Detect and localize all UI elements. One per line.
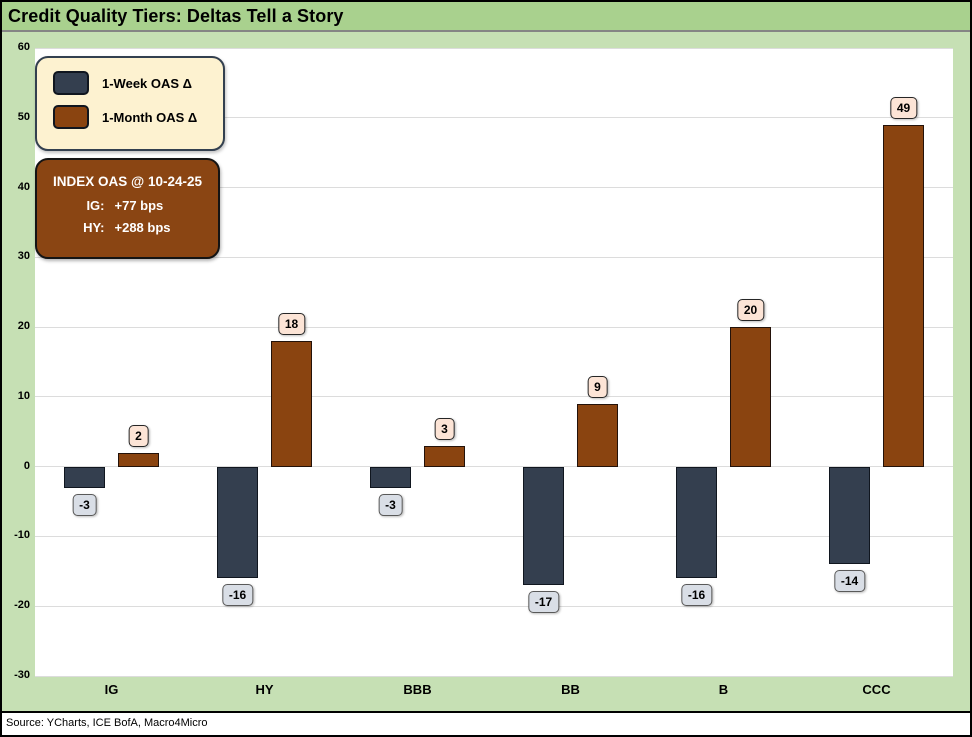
gridline [35, 326, 953, 328]
legend-item-month: 1-Month OAS Δ [53, 105, 223, 129]
bar-value-label: 49 [889, 96, 918, 119]
week-series-swatch [53, 71, 89, 95]
bar-CCC-month [883, 124, 924, 467]
index-oas-annotation: INDEX OAS @ 10-24-25 IG: +77 bps HY: +28… [35, 158, 220, 259]
x-category-label-CCC: CCC [862, 682, 891, 697]
bar-value-label: -16 [221, 584, 254, 607]
index-oas-row-hy: HY: +288 bps [37, 220, 218, 235]
x-category-label-BBB: BBB [403, 682, 432, 697]
bar-value-label: 9 [587, 375, 608, 398]
bar-B-month [730, 327, 771, 467]
y-tick-label: 20 [17, 320, 30, 333]
bar-value-label: -16 [680, 584, 713, 607]
bar-value-label: -3 [72, 493, 97, 516]
chart-canvas: -3 2 -16 18 -3 3 -17 9 -16 20 -14 49 60 50 40 30 20 10 0-… [2, 34, 970, 711]
y-tick-label: -20 [14, 599, 30, 612]
bar-BB-month [577, 403, 618, 467]
y-tick-label: 60 [17, 41, 30, 53]
bar-value-label: 3 [434, 417, 455, 440]
legend-label: 1-Month OAS Δ [102, 109, 198, 125]
gridline [35, 535, 953, 537]
y-tick-label: 10 [17, 389, 30, 402]
legend: 1-Week OAS Δ 1-Month OAS Δ [35, 56, 225, 151]
y-tick-label: 50 [17, 110, 30, 123]
bar-B-week [676, 466, 717, 579]
bar-BB-week [523, 466, 564, 586]
bar-BBB-week [370, 466, 411, 488]
x-category-label-B: B [718, 682, 729, 697]
index-oas-title: INDEX OAS @ 10-24-25 [53, 174, 202, 189]
ig-label: IG: [86, 198, 105, 213]
index-oas-row-ig: IG: +77 bps [37, 198, 218, 213]
y-tick-label: -30 [14, 669, 30, 681]
chart-title: Credit Quality Tiers: Deltas Tell a Stor… [2, 2, 970, 32]
ig-value: +77 bps [114, 198, 164, 213]
hy-label: HY: [83, 220, 105, 235]
gridline [35, 605, 953, 607]
gridline [35, 187, 953, 189]
y-tick-label: 30 [17, 250, 30, 263]
bar-HY-month [271, 341, 312, 467]
y-tick-label: 0 [23, 459, 30, 472]
bar-value-label: -14 [833, 570, 866, 593]
x-category-label-IG: IG [104, 682, 119, 697]
gridline [35, 256, 953, 258]
legend-label: 1-Week OAS Δ [102, 75, 193, 91]
y-tick-label: -10 [14, 529, 30, 542]
gridline [35, 675, 953, 677]
bar-value-label: 18 [277, 313, 306, 336]
gridline [35, 47, 953, 49]
gridline [35, 117, 953, 119]
gridline [35, 396, 953, 398]
bar-IG-week [64, 466, 105, 488]
bar-value-label: -17 [527, 591, 560, 614]
plot-area: -3 2 -16 18 -3 3 -17 9 -16 20 -14 49 [35, 47, 953, 677]
bar-value-label: 2 [128, 424, 149, 447]
bar-value-label: 20 [736, 299, 765, 322]
gridline [35, 466, 953, 468]
x-category-label-BB: BB [561, 682, 580, 697]
bar-value-label: -3 [378, 493, 403, 516]
month-series-swatch [53, 105, 89, 129]
bar-HY-week [217, 466, 258, 579]
x-category-label-HY: HY [255, 682, 274, 697]
source-note: Source: YCharts, ICE BofA, Macro4Micro [2, 711, 970, 735]
legend-item-week: 1-Week OAS Δ [53, 71, 223, 95]
bar-IG-month [118, 452, 159, 467]
hy-value: +288 bps [114, 220, 171, 235]
bar-CCC-week [829, 466, 870, 565]
y-tick-label: 40 [17, 180, 30, 193]
bar-BBB-month [424, 445, 465, 467]
